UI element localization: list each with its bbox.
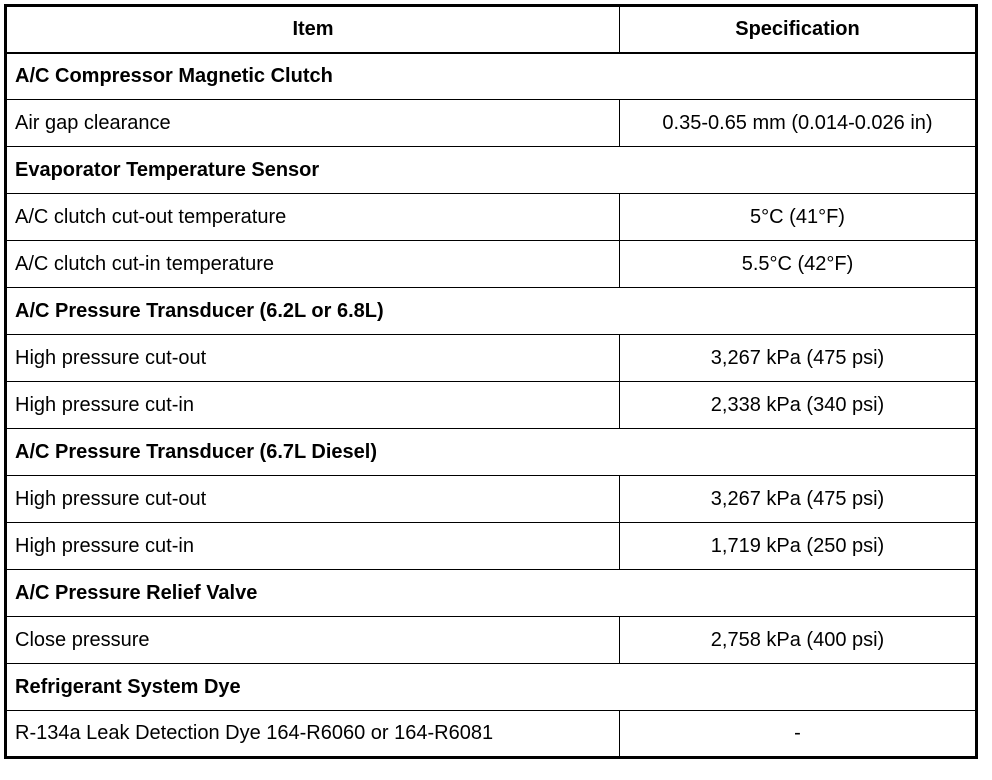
section-row: Evaporator Temperature Sensor (5, 146, 977, 194)
table-row: High pressure cut-out 3,267 kPa (475 psi) (5, 475, 977, 523)
specification-cell: 3,267 kPa (475 psi) (619, 475, 977, 523)
item-cell: High pressure cut-in (5, 381, 620, 429)
table-row: A/C clutch cut-out temperature 5°C (41°F) (5, 193, 977, 241)
specification-table: Item Specification A/C Compressor Magnet… (4, 4, 978, 759)
specification-cell: 2,758 kPa (400 psi) (619, 616, 977, 664)
item-cell: A/C clutch cut-in temperature (5, 240, 620, 288)
header-row: Item Specification (5, 5, 977, 54)
table-row: Close pressure 2,758 kPa (400 psi) (5, 616, 977, 664)
item-cell: Close pressure (5, 616, 620, 664)
section-heading: A/C Pressure Relief Valve (5, 569, 977, 617)
table-row: High pressure cut-out 3,267 kPa (475 psi) (5, 334, 977, 382)
item-cell: High pressure cut-out (5, 334, 620, 382)
section-heading: A/C Compressor Magnetic Clutch (5, 52, 977, 100)
section-heading: A/C Pressure Transducer (6.7L Diesel) (5, 428, 977, 476)
specification-column-header: Specification (619, 5, 977, 54)
specification-cell: - (619, 710, 977, 758)
section-row: A/C Compressor Magnetic Clutch (5, 52, 977, 100)
item-cell: High pressure cut-out (5, 475, 620, 523)
section-heading: Refrigerant System Dye (5, 663, 977, 711)
item-column-header: Item (5, 5, 620, 54)
section-heading: A/C Pressure Transducer (6.2L or 6.8L) (5, 287, 977, 335)
section-row: Refrigerant System Dye (5, 663, 977, 711)
section-row: A/C Pressure Transducer (6.2L or 6.8L) (5, 287, 977, 335)
specification-cell: 1,719 kPa (250 psi) (619, 522, 977, 570)
item-cell: A/C clutch cut-out temperature (5, 193, 620, 241)
section-row: A/C Pressure Relief Valve (5, 569, 977, 617)
specification-cell: 5°C (41°F) (619, 193, 977, 241)
section-heading: Evaporator Temperature Sensor (5, 146, 977, 194)
specification-cell: 3,267 kPa (475 psi) (619, 334, 977, 382)
table-row: R-134a Leak Detection Dye 164-R6060 or 1… (5, 710, 977, 758)
table-row: A/C clutch cut-in temperature 5.5°C (42°F… (5, 240, 977, 288)
table-row: High pressure cut-in 2,338 kPa (340 psi) (5, 381, 977, 429)
table-row: High pressure cut-in 1,719 kPa (250 psi) (5, 522, 977, 570)
specification-cell: 2,338 kPa (340 psi) (619, 381, 977, 429)
item-cell: R-134a Leak Detection Dye 164-R6060 or 1… (5, 710, 620, 758)
specification-cell: 5.5°C (42°F) (619, 240, 977, 288)
table-row: Air gap clearance 0.35-0.65 mm (0.014-0.0… (5, 99, 977, 147)
section-row: A/C Pressure Transducer (6.7L Diesel) (5, 428, 977, 476)
item-cell: High pressure cut-in (5, 522, 620, 570)
item-cell: Air gap clearance (5, 99, 620, 147)
specification-cell: 0.35-0.65 mm (0.014-0.026 in) (619, 99, 977, 147)
